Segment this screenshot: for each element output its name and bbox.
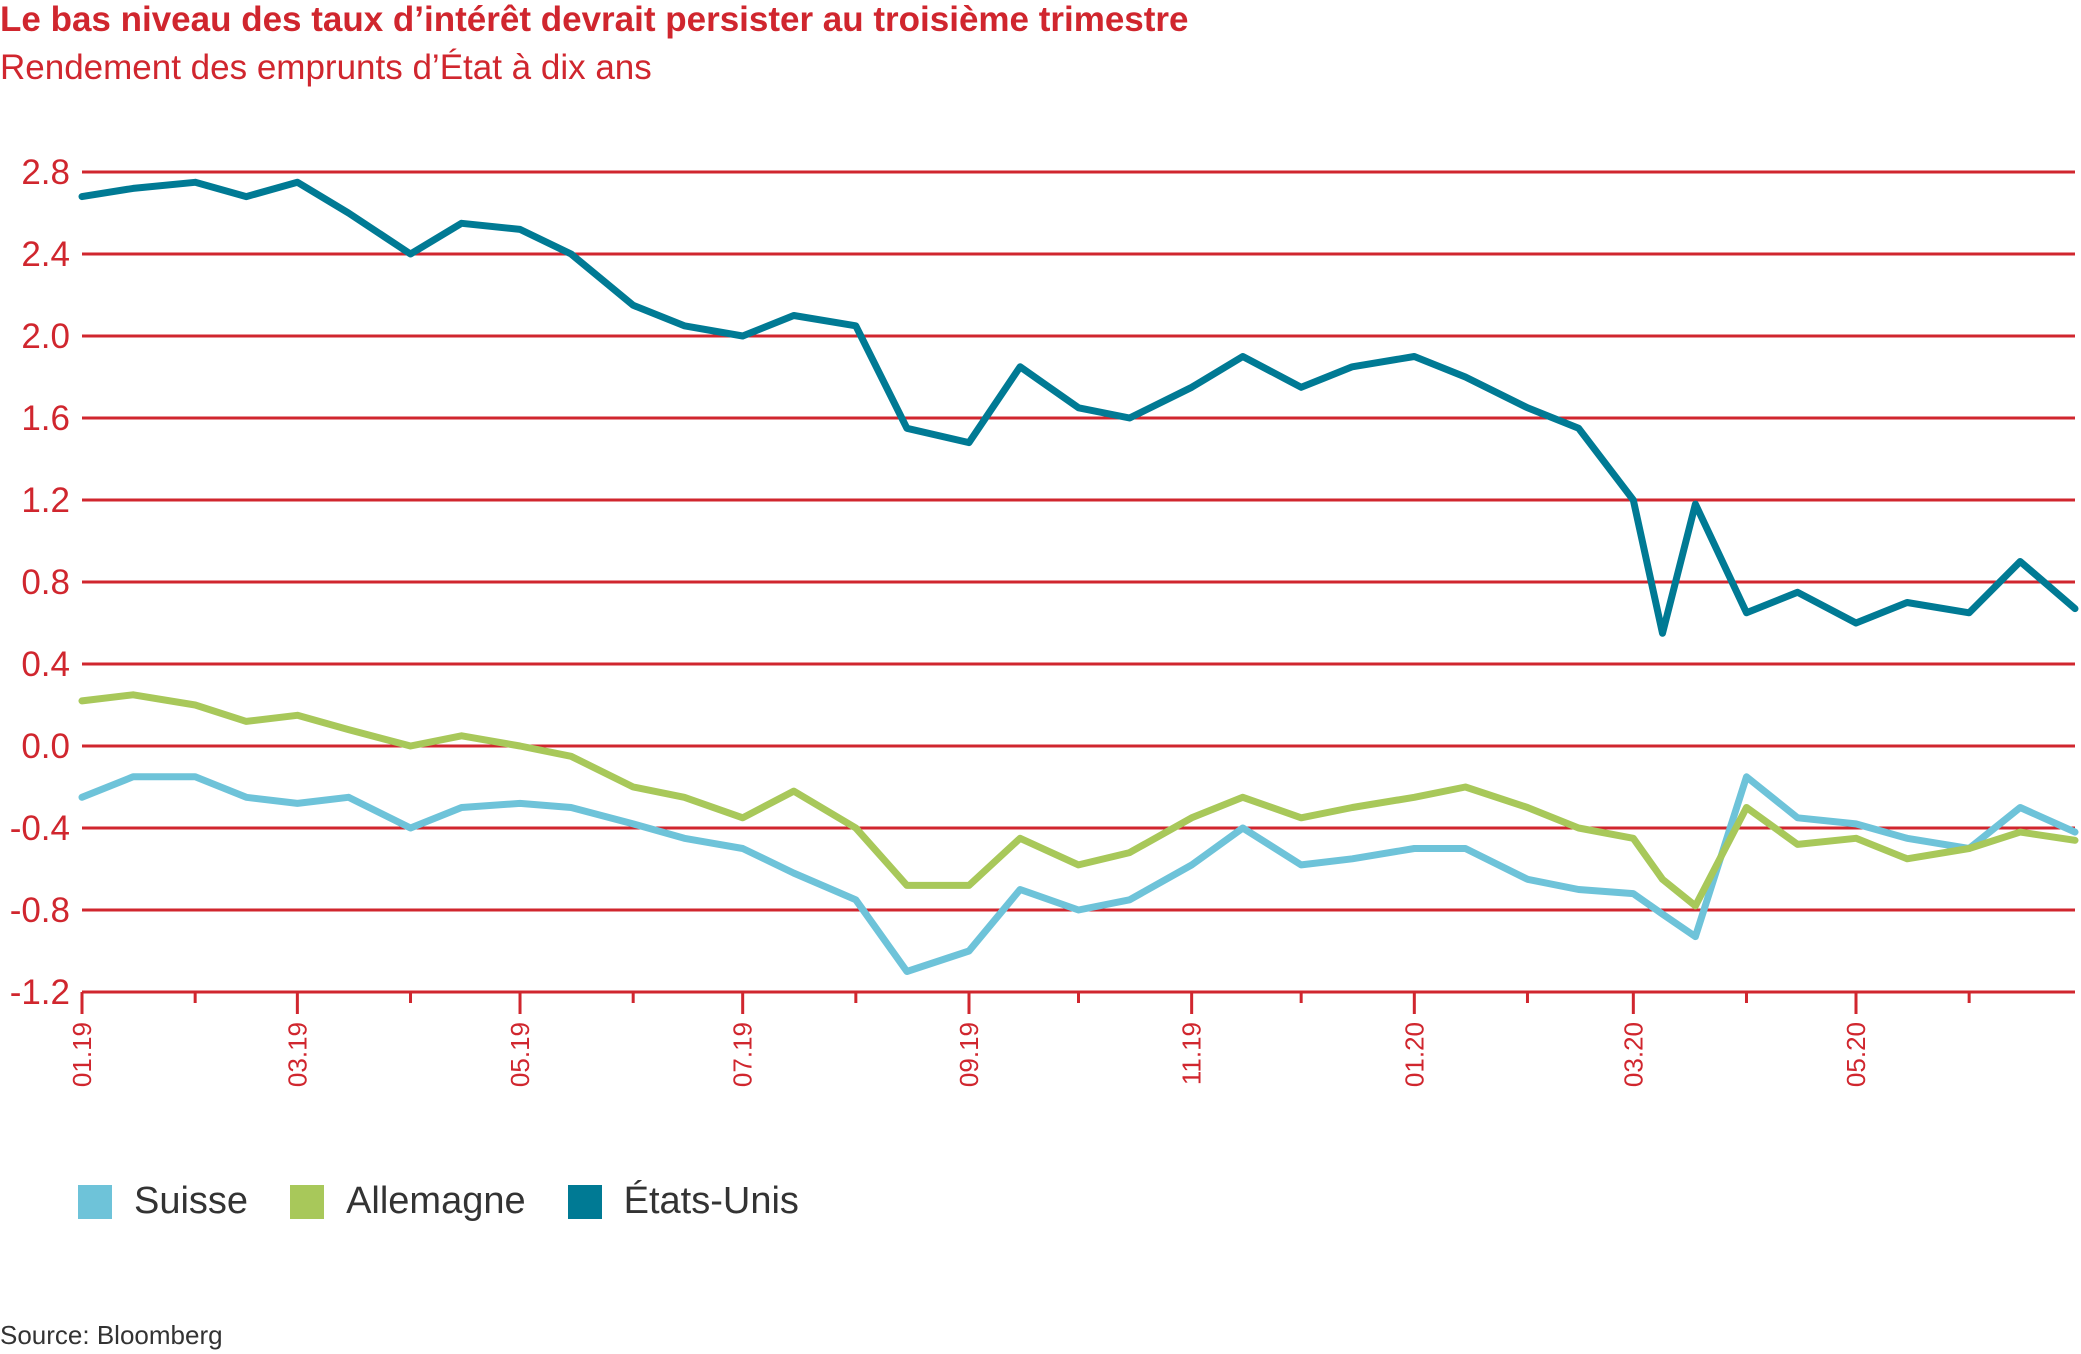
y-tick-label: 2.0 — [21, 317, 70, 356]
x-tick-label: 03.20 — [1618, 1022, 1648, 1087]
legend-swatch-etats-unis — [567, 1184, 602, 1219]
y-tick-label: -0.4 — [10, 809, 70, 848]
x-tick-label: 05.19 — [505, 1022, 535, 1087]
x-tick-label: 09.19 — [954, 1022, 984, 1087]
chart-title: Le bas niveau des taux d’intérêt devrait… — [0, 0, 1189, 39]
y-tick-label: 0.4 — [21, 645, 70, 684]
x-axis: 01.19 03.19 05.19 07.19 09.19 11.19 01.20 03.20… — [67, 990, 2075, 1087]
chart-subtitle: Rendement des emprunts d’État à dix ans — [0, 48, 652, 87]
legend-item-etats-unis: États-Unis — [567, 1180, 799, 1223]
y-tick-label: 2.8 — [21, 153, 70, 192]
legend-swatch-suisse — [78, 1184, 112, 1219]
y-tick-label: 1.2 — [21, 481, 70, 520]
y-axis-ticks: 2.8 2.4 2.0 1.6 1.2 0.8 0.4 0.0 -0.4 -0.8 -1.2 — [10, 153, 70, 1012]
x-tick-label: 05.20 — [1841, 1022, 1871, 1087]
y-tick-label: 0.0 — [21, 727, 70, 766]
y-tick-label: -0.8 — [10, 891, 70, 930]
legend-label-allemagne: Allemagne — [346, 1180, 526, 1222]
x-tick-label: 11.19 — [1177, 1022, 1207, 1085]
legend-label-etats-unis: États-Unis — [623, 1180, 799, 1222]
x-tick-label: 01.20 — [1399, 1022, 1429, 1087]
legend: Suisse Allemagne États-Unis — [78, 1180, 841, 1223]
x-tick-label: 03.19 — [282, 1022, 312, 1087]
series-line-états-unis — [78, 178, 2079, 637]
legend-item-suisse: Suisse — [78, 1180, 248, 1223]
legend-swatch-allemagne — [290, 1184, 325, 1219]
series-lines — [78, 178, 2079, 975]
series-line-allemagne — [78, 691, 2079, 910]
legend-label-suisse: Suisse — [134, 1180, 249, 1222]
series-line-suisse — [78, 773, 2079, 975]
y-tick-label: -1.2 — [10, 973, 70, 1012]
gridlines — [82, 170, 2075, 994]
source-note: Source: Bloomberg — [0, 1320, 223, 1350]
y-tick-label: 0.8 — [21, 563, 70, 602]
y-tick-label: 2.4 — [21, 235, 70, 274]
y-tick-label: 1.6 — [21, 399, 70, 438]
x-tick-label: 01.19 — [67, 1022, 97, 1087]
x-tick-label: 07.19 — [728, 1022, 758, 1087]
legend-item-allemagne: Allemagne — [290, 1180, 526, 1223]
